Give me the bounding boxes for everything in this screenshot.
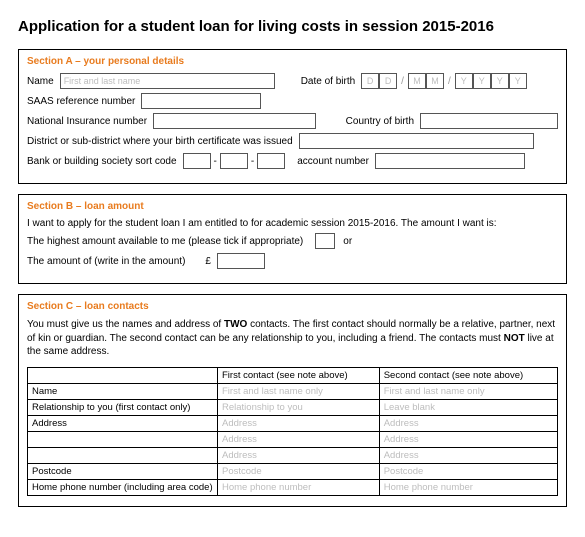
sort-3[interactable] bbox=[257, 153, 285, 169]
acct-label: account number bbox=[297, 156, 369, 167]
first-contact-cell[interactable]: First and last name only bbox=[218, 383, 380, 399]
or-label: or bbox=[343, 236, 352, 247]
col-second-header: Second contact (see note above) bbox=[379, 367, 557, 383]
row-label: Name bbox=[28, 383, 218, 399]
second-contact-cell[interactable]: Address bbox=[379, 447, 557, 463]
first-contact-cell[interactable]: Home phone number bbox=[218, 479, 380, 495]
second-contact-cell[interactable]: Home phone number bbox=[379, 479, 557, 495]
acct-input[interactable] bbox=[375, 153, 525, 169]
table-row: AddressAddressAddress bbox=[28, 415, 558, 431]
currency-label: £ bbox=[205, 256, 211, 267]
amount-label: The amount of (write in the amount) bbox=[27, 256, 185, 267]
dob-y1[interactable] bbox=[455, 73, 473, 89]
contacts-table: First contact (see note above) Second co… bbox=[27, 367, 558, 496]
dob-y4[interactable] bbox=[509, 73, 527, 89]
sort-dash1: - bbox=[214, 156, 217, 167]
row-label: Address bbox=[28, 415, 218, 431]
row-label: Home phone number (including area code) bbox=[28, 479, 218, 495]
row-label bbox=[28, 431, 218, 447]
first-contact-cell[interactable]: Postcode bbox=[218, 463, 380, 479]
dob-label: Date of birth bbox=[301, 76, 355, 87]
sort-dash2: - bbox=[251, 156, 254, 167]
table-header-row: First contact (see note above) Second co… bbox=[28, 367, 558, 383]
section-b-intro: I want to apply for the student loan I a… bbox=[27, 218, 558, 229]
table-row: PostcodePostcodePostcode bbox=[28, 463, 558, 479]
second-contact-cell[interactable]: Address bbox=[379, 415, 557, 431]
table-row: AddressAddress bbox=[28, 447, 558, 463]
section-b-title: Section B – loan amount bbox=[27, 201, 558, 212]
dob-m2[interactable] bbox=[426, 73, 444, 89]
row-label bbox=[28, 447, 218, 463]
first-contact-cell[interactable]: Address bbox=[218, 431, 380, 447]
row-label: Relationship to you (first contact only) bbox=[28, 399, 218, 415]
saas-input[interactable] bbox=[141, 93, 261, 109]
first-contact-cell[interactable]: Address bbox=[218, 415, 380, 431]
section-b: Section B – loan amount I want to apply … bbox=[18, 194, 567, 284]
second-contact-cell[interactable]: Postcode bbox=[379, 463, 557, 479]
cob-input[interactable] bbox=[420, 113, 558, 129]
table-row: Relationship to you (first contact only)… bbox=[28, 399, 558, 415]
saas-label: SAAS reference number bbox=[27, 96, 135, 107]
ni-label: National Insurance number bbox=[27, 116, 147, 127]
section-c-title: Section C – loan contacts bbox=[27, 301, 558, 312]
page-title: Application for a student loan for livin… bbox=[18, 18, 567, 35]
district-label: District or sub-district where your birt… bbox=[27, 136, 293, 147]
col-first-header: First contact (see note above) bbox=[218, 367, 380, 383]
section-a-title: Section A – your personal details bbox=[27, 56, 558, 67]
highest-tickbox[interactable] bbox=[315, 233, 335, 249]
dob-y3[interactable] bbox=[491, 73, 509, 89]
sort-2[interactable] bbox=[220, 153, 248, 169]
second-contact-cell[interactable]: Address bbox=[379, 431, 557, 447]
row-label: Postcode bbox=[28, 463, 218, 479]
highest-label: The highest amount available to me (plea… bbox=[27, 236, 303, 247]
amount-input[interactable] bbox=[217, 253, 265, 269]
name-label: Name bbox=[27, 76, 54, 87]
district-input[interactable] bbox=[299, 133, 534, 149]
dob-m1[interactable] bbox=[408, 73, 426, 89]
name-input[interactable] bbox=[60, 73, 275, 89]
table-row: AddressAddress bbox=[28, 431, 558, 447]
first-contact-cell[interactable]: Address bbox=[218, 447, 380, 463]
sort-label: Bank or building society sort code bbox=[27, 156, 177, 167]
cob-label: Country of birth bbox=[346, 116, 414, 127]
dob-sep2: / bbox=[448, 76, 451, 87]
dob-d2[interactable] bbox=[379, 73, 397, 89]
ni-input[interactable] bbox=[153, 113, 316, 129]
dob-y2[interactable] bbox=[473, 73, 491, 89]
first-contact-cell[interactable]: Relationship to you bbox=[218, 399, 380, 415]
section-a: Section A – your personal details Name D… bbox=[18, 49, 567, 184]
second-contact-cell[interactable]: First and last name only bbox=[379, 383, 557, 399]
table-row: NameFirst and last name onlyFirst and la… bbox=[28, 383, 558, 399]
table-row: Home phone number (including area code)H… bbox=[28, 479, 558, 495]
section-c-intro: You must give us the names and address o… bbox=[27, 318, 558, 359]
second-contact-cell[interactable]: Leave blank bbox=[379, 399, 557, 415]
dob-sep1: / bbox=[401, 76, 404, 87]
sort-1[interactable] bbox=[183, 153, 211, 169]
section-c: Section C – loan contacts You must give … bbox=[18, 294, 567, 507]
dob-d1[interactable] bbox=[361, 73, 379, 89]
